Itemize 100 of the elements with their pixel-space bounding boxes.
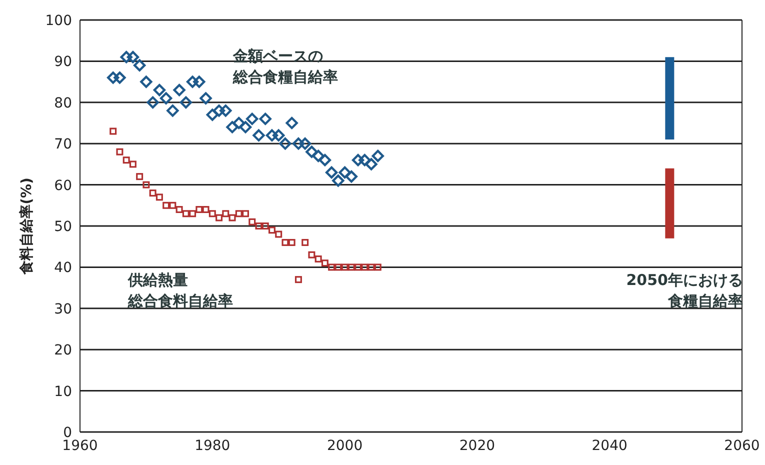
point — [133, 59, 146, 72]
point — [239, 121, 252, 134]
point — [248, 218, 256, 226]
y-tick-label: 40 — [54, 260, 72, 276]
point — [308, 251, 316, 258]
point — [341, 264, 348, 271]
y-tick-label: 60 — [54, 178, 72, 194]
point — [212, 104, 226, 117]
point — [361, 264, 368, 271]
point — [180, 96, 192, 108]
point — [142, 181, 150, 188]
point — [272, 129, 285, 142]
point — [255, 222, 262, 230]
point — [298, 138, 312, 150]
x-tick-label: 2040 — [592, 438, 628, 454]
y-tick-label: 100 — [45, 12, 72, 29]
point — [206, 108, 218, 121]
point — [306, 146, 318, 158]
point — [122, 156, 130, 164]
point — [348, 264, 355, 271]
point — [242, 210, 249, 218]
point — [345, 170, 358, 183]
point — [282, 238, 289, 246]
point — [268, 226, 276, 234]
point — [140, 76, 152, 88]
point — [149, 190, 156, 197]
point — [186, 76, 199, 88]
point — [302, 238, 309, 246]
point — [173, 84, 186, 96]
y-tick-label: 10 — [54, 384, 72, 400]
annotation: 金額ベースの総合食糧自給率 — [233, 46, 338, 88]
y-tick-label: 50 — [54, 218, 72, 235]
y-tick-label: 30 — [54, 301, 72, 318]
point — [126, 50, 140, 64]
point — [136, 173, 144, 180]
point — [312, 150, 324, 162]
point — [352, 154, 364, 166]
point — [328, 264, 336, 271]
point — [266, 129, 278, 142]
y-tick-label: 20 — [54, 342, 72, 359]
point — [332, 174, 344, 187]
x-tick-label: 2020 — [459, 438, 496, 454]
point — [252, 129, 265, 142]
point — [189, 210, 196, 218]
y-axis-title: 食料自給率(%) — [18, 178, 35, 276]
point — [110, 128, 117, 135]
point — [146, 96, 159, 108]
point — [318, 154, 332, 166]
point — [129, 160, 136, 168]
point — [259, 112, 272, 125]
point — [294, 276, 302, 284]
point — [368, 264, 375, 271]
point — [176, 206, 183, 214]
point — [160, 92, 172, 104]
point — [153, 84, 166, 96]
point — [325, 166, 338, 179]
point — [200, 92, 212, 104]
point — [372, 150, 384, 162]
point — [182, 210, 190, 218]
point — [365, 158, 378, 170]
point — [226, 121, 238, 134]
point — [358, 154, 371, 166]
point — [169, 202, 176, 209]
point — [202, 206, 210, 214]
point — [321, 260, 328, 267]
y-tick-label: 90 — [54, 54, 72, 70]
point — [334, 264, 342, 271]
point — [162, 202, 170, 209]
point — [114, 72, 126, 84]
point — [232, 116, 245, 130]
point — [228, 214, 236, 222]
point — [246, 112, 258, 125]
point — [275, 230, 282, 238]
point — [222, 210, 230, 218]
point — [235, 210, 242, 218]
point — [279, 138, 292, 150]
point — [107, 72, 120, 84]
x-tick-label: 2060 — [724, 438, 760, 454]
point — [193, 76, 206, 88]
point — [196, 206, 203, 214]
point — [216, 214, 223, 222]
point — [120, 50, 132, 64]
point — [220, 104, 232, 117]
point — [208, 210, 216, 218]
annotation: 供給熱量総合食料自給率 — [128, 270, 233, 312]
point — [262, 222, 269, 230]
point — [116, 148, 124, 156]
point — [374, 264, 382, 271]
y-tick-label: 70 — [54, 136, 72, 153]
point — [288, 238, 296, 246]
y-tick-label: 80 — [54, 95, 72, 112]
point — [338, 166, 351, 179]
point — [286, 116, 298, 130]
point — [354, 264, 362, 271]
x-tick-label: 1980 — [194, 438, 230, 454]
point — [156, 194, 163, 201]
point — [292, 138, 305, 150]
point — [166, 104, 179, 117]
point — [314, 255, 322, 262]
x-tick-label: 2000 — [326, 438, 363, 454]
